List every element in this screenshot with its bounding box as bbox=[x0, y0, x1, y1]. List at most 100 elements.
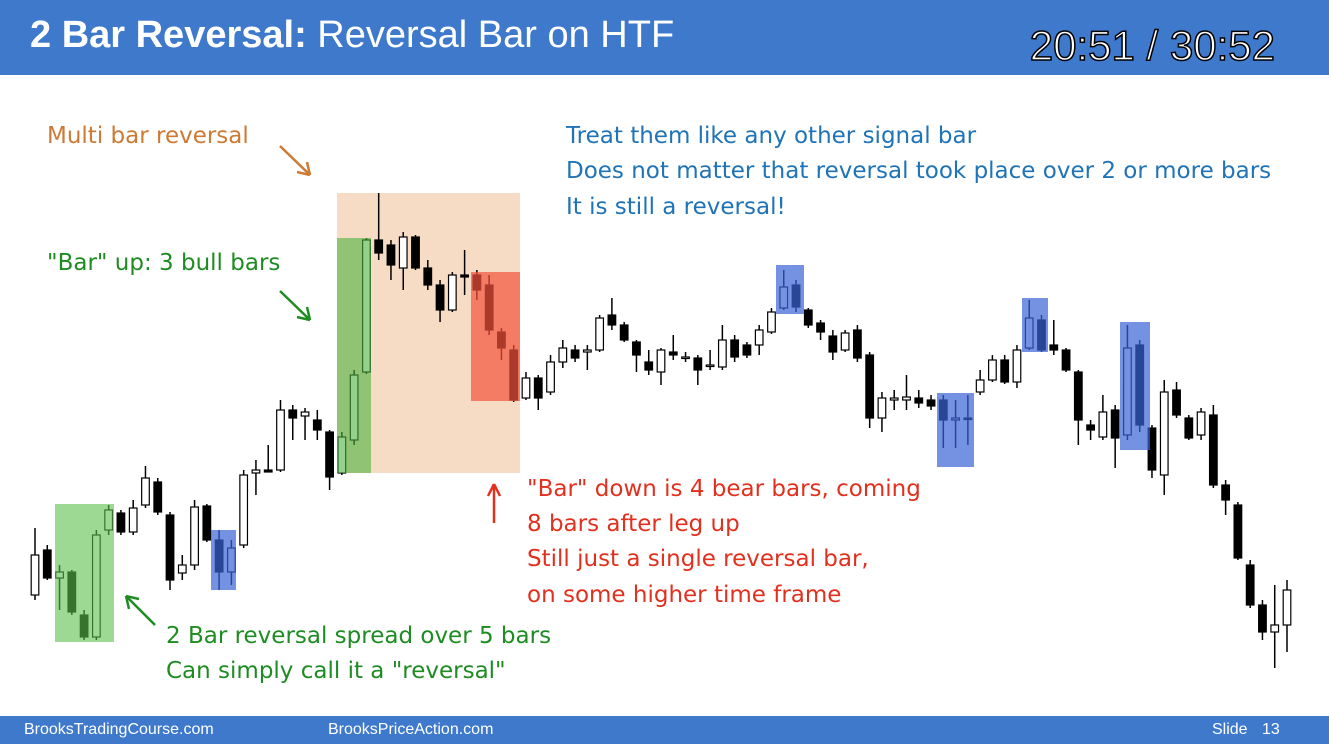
candle-body bbox=[644, 361, 654, 371]
candle-body bbox=[423, 267, 433, 286]
candle-body bbox=[693, 357, 703, 371]
footer-link: BrooksTradingCourse.com bbox=[24, 721, 214, 738]
slide-number: 13 bbox=[1262, 721, 1280, 738]
candle-body bbox=[546, 361, 555, 393]
candle-body bbox=[1233, 504, 1243, 559]
candle-body bbox=[239, 474, 249, 546]
candle-body bbox=[595, 317, 605, 351]
annotation: Still just a single reversal bar, bbox=[527, 546, 869, 572]
candle-body bbox=[730, 339, 740, 358]
candle-body bbox=[1098, 411, 1108, 438]
footer-link: BrooksPriceAction.com bbox=[328, 721, 494, 738]
annotation: "Bar" down is 4 bear bars, coming bbox=[527, 476, 921, 502]
candle-body bbox=[1245, 564, 1255, 606]
arrows bbox=[124, 145, 502, 626]
candle-body bbox=[902, 396, 911, 401]
candle-body bbox=[202, 505, 212, 541]
candle-body bbox=[889, 397, 899, 401]
candle-body bbox=[1172, 389, 1181, 416]
candle-body bbox=[816, 322, 825, 333]
slide-label: Slide bbox=[1212, 721, 1248, 738]
title-rest: Reversal Bar on HTF bbox=[317, 14, 675, 56]
annotation: 8 bars after leg up bbox=[527, 511, 740, 537]
candle-body bbox=[1073, 371, 1083, 421]
green-box bbox=[337, 238, 371, 473]
candle-body bbox=[447, 274, 457, 311]
candle-body bbox=[767, 311, 776, 333]
candle-body bbox=[411, 236, 420, 269]
candle-body bbox=[988, 359, 997, 381]
blue-boxes bbox=[211, 265, 1150, 590]
candle-body bbox=[570, 349, 580, 359]
candle-body bbox=[865, 354, 875, 419]
candle-body bbox=[632, 341, 641, 356]
candle-body bbox=[607, 314, 617, 326]
candle-body bbox=[558, 347, 568, 363]
candle-body bbox=[1258, 604, 1267, 633]
candle-body bbox=[619, 324, 629, 341]
candle-body bbox=[42, 549, 52, 579]
candle-body bbox=[742, 344, 752, 356]
footer: BrooksTradingCourse.com BrooksPriceActio… bbox=[0, 716, 1329, 744]
candle-body bbox=[877, 397, 887, 419]
candle-body bbox=[1000, 359, 1010, 383]
candle-body bbox=[1159, 391, 1169, 476]
candle-body bbox=[705, 364, 715, 368]
annotation: Multi bar reversal bbox=[47, 123, 249, 149]
header: 2 Bar Reversal: Reversal Bar on HTF 20:5… bbox=[0, 0, 1329, 75]
candle-body bbox=[165, 514, 175, 581]
candle-body bbox=[30, 554, 40, 596]
title: 2 Bar Reversal: Reversal Bar on HTF bbox=[30, 14, 674, 57]
candle-body bbox=[803, 309, 813, 326]
candle-body bbox=[1110, 409, 1120, 439]
candle-body bbox=[533, 377, 543, 399]
candle-body bbox=[374, 239, 384, 254]
candle-body bbox=[460, 274, 470, 278]
candle-body bbox=[386, 244, 396, 266]
candle-body bbox=[668, 351, 678, 356]
candle-body bbox=[754, 329, 764, 346]
annotation: It is still a reversal! bbox=[566, 194, 786, 220]
green-box bbox=[55, 504, 114, 642]
candle-body bbox=[153, 481, 163, 513]
candle-body bbox=[1049, 344, 1059, 351]
candle-body bbox=[656, 349, 666, 373]
candle-body bbox=[116, 512, 126, 533]
timer: 20:51 / 30:52 bbox=[1029, 21, 1276, 70]
candle-body bbox=[717, 339, 727, 368]
candle-body bbox=[325, 431, 334, 478]
candle-body bbox=[177, 564, 187, 574]
candle-body bbox=[852, 329, 862, 359]
candle-body bbox=[1208, 414, 1218, 486]
annotation: "Bar" up: 3 bull bars bbox=[47, 250, 281, 276]
candle-body bbox=[1282, 589, 1292, 626]
candle-body bbox=[521, 377, 531, 399]
red-box bbox=[471, 272, 520, 401]
candle-body bbox=[681, 356, 690, 360]
candle-body bbox=[914, 397, 924, 404]
candle-body bbox=[926, 399, 936, 407]
candle-body bbox=[263, 469, 273, 473]
candle-body bbox=[1184, 417, 1194, 439]
annotation: 2 Bar reversal spread over 5 bars bbox=[166, 623, 552, 649]
candle-body bbox=[190, 506, 199, 566]
candle-body bbox=[1270, 624, 1280, 633]
annotation: Can simply call it a "reversal" bbox=[166, 658, 506, 684]
candle-body bbox=[828, 335, 838, 353]
title-bold: 2 Bar Reversal: bbox=[30, 14, 307, 56]
annotation: Does not matter that reversal took place… bbox=[566, 158, 1272, 184]
candle-body bbox=[975, 379, 985, 393]
candle-body bbox=[251, 469, 261, 474]
annotation: Treat them like any other signal bar bbox=[566, 123, 977, 149]
annotation: on some higher time frame bbox=[527, 582, 842, 608]
candle-body bbox=[288, 409, 298, 419]
candle-body bbox=[1221, 484, 1231, 501]
candle-body bbox=[141, 477, 150, 506]
candle-body bbox=[435, 284, 445, 311]
candle-body bbox=[1196, 411, 1206, 436]
candle-body bbox=[1086, 424, 1096, 431]
candle-body bbox=[398, 236, 408, 269]
candle-body bbox=[312, 419, 322, 431]
